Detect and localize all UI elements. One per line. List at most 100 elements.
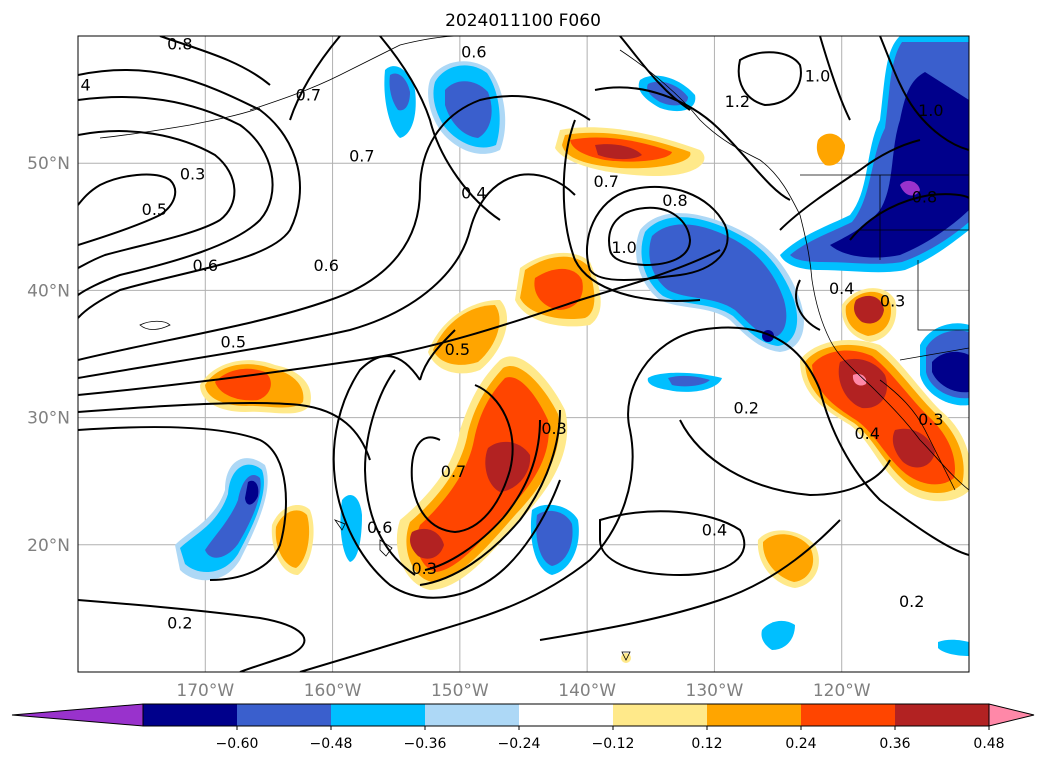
contour-label: 4	[81, 75, 91, 94]
positive-anomaly-area	[854, 295, 884, 324]
lat-tick-label: 50°N	[27, 154, 70, 174]
coastline-alaska	[249, 36, 461, 111]
contour-label: 0.7	[441, 462, 466, 481]
coastline-baja	[879, 379, 956, 491]
longitude-tick-labels: 170°W 160°W 150°W 140°W 130°W 120°W	[176, 681, 870, 701]
contour-label: 0.2	[899, 592, 924, 611]
positive-anomaly-shading	[200, 127, 969, 663]
contour-lines	[78, 36, 969, 672]
contour-line	[737, 51, 802, 107]
positive-anomaly-area	[816, 133, 845, 166]
contour-label: 0.8	[912, 187, 937, 206]
negative-anomaly-shading	[175, 36, 969, 656]
border-us-mexico	[899, 347, 969, 361]
contour-line	[819, 36, 851, 121]
colorbar-tick-label: 0.48	[973, 736, 1004, 752]
contour-line	[410, 384, 514, 534]
contour-label: 0.6	[313, 256, 338, 275]
colorbar-tick-label: 0.12	[691, 736, 722, 752]
colorbar-segment	[143, 704, 237, 726]
colorbar-segment	[425, 704, 519, 726]
positive-anomaly-area	[215, 368, 271, 401]
colorbar-extend-high	[988, 703, 1035, 727]
contour-line	[419, 329, 456, 381]
positive-anomaly-area	[410, 528, 444, 559]
colorbar-segment	[237, 704, 331, 726]
contour-label: 0.2	[167, 613, 192, 632]
contour-label: 0.6	[367, 518, 392, 537]
lat-tick-label: 40°N	[27, 281, 70, 301]
colorbar-segment	[707, 704, 801, 726]
positive-anomaly-area	[485, 441, 531, 492]
lon-tick-label: 120°W	[813, 681, 871, 701]
contour-label: 1.0	[805, 67, 830, 86]
negative-anomaly-area	[647, 81, 688, 106]
negative-anomaly-area	[761, 620, 795, 650]
contour-label: 0.8	[662, 191, 687, 210]
latitude-tick-labels: 20°N 30°N 40°N 50°N	[27, 154, 70, 556]
contour-label: 0.3	[541, 419, 566, 438]
positive-anomaly-area	[534, 268, 583, 310]
contour-line	[379, 36, 501, 221]
contour-label: 0.4	[829, 279, 854, 298]
colorbar-segment	[801, 704, 895, 726]
contour-label: 0.4	[854, 424, 879, 443]
contour-line	[78, 249, 721, 396]
coastline-aleutians	[99, 107, 261, 139]
coastlines	[99, 36, 969, 661]
contour-label: 0.2	[734, 399, 759, 418]
contour-label: 0.5	[221, 332, 246, 351]
contour-label: 0.4	[461, 184, 486, 203]
negative-anomaly-area	[900, 180, 920, 196]
positive-anomaly-area	[621, 653, 631, 663]
contour-line	[78, 426, 287, 581]
lon-tick-label: 160°W	[304, 681, 362, 701]
colorbar-tick-label: 0.24	[785, 736, 816, 752]
contour-line	[159, 36, 271, 86]
map-title: 2024011100 F060	[445, 11, 601, 31]
positive-anomaly-area	[416, 377, 549, 572]
positive-anomaly-area	[433, 305, 500, 365]
coastline-us-west	[811, 279, 969, 491]
negative-anomaly-area	[389, 73, 410, 111]
contour-line	[78, 173, 576, 379]
colorbar-tick-label: −0.12	[592, 736, 635, 752]
contour-line	[332, 355, 561, 599]
lat-tick-label: 20°N	[27, 536, 70, 556]
contour-label: 0.8	[167, 35, 192, 54]
colorbar-segment	[331, 704, 425, 726]
contour-line	[299, 326, 969, 672]
contour-label: 0.4	[702, 521, 727, 540]
positive-anomaly-area	[892, 428, 935, 468]
colorbar-tick-label: −0.24	[498, 736, 541, 752]
negative-anomaly-area	[536, 510, 573, 566]
contour-line	[795, 279, 821, 331]
coastline-hawaii	[379, 539, 393, 557]
negative-anomaly-area	[245, 480, 259, 505]
contour-line	[424, 419, 541, 571]
contour-label: 0.5	[445, 340, 470, 359]
negative-anomaly-area	[932, 351, 969, 393]
contour-line	[78, 599, 306, 672]
positive-anomaly-area	[762, 534, 814, 582]
contour-line	[78, 68, 301, 319]
contour-label: 0.3	[180, 164, 205, 183]
contour-small-island	[139, 320, 171, 330]
contour-line	[619, 36, 691, 111]
contour-label: 0.6	[193, 256, 218, 275]
contour-labels: 4 0.8 0.6 0.7 0.7 0.3 0.5 0.6 0.6 0.4 0.7 0.8 1.0 1.0…	[81, 35, 944, 632]
contour-line	[78, 130, 236, 269]
contour-line	[585, 185, 729, 281]
contour-line	[289, 36, 341, 121]
contour-label: 1.0	[611, 238, 636, 257]
contour-line	[78, 173, 177, 246]
contour-line	[562, 119, 701, 302]
contour-line	[363, 369, 416, 576]
contour-label: 0.3	[918, 410, 943, 429]
lon-tick-label: 130°W	[686, 681, 744, 701]
contour-label: 0.7	[349, 147, 374, 166]
lat-tick-label: 30°N	[27, 409, 70, 429]
contour-label: 0.7	[296, 86, 321, 105]
coastline-hawaii	[333, 519, 346, 531]
